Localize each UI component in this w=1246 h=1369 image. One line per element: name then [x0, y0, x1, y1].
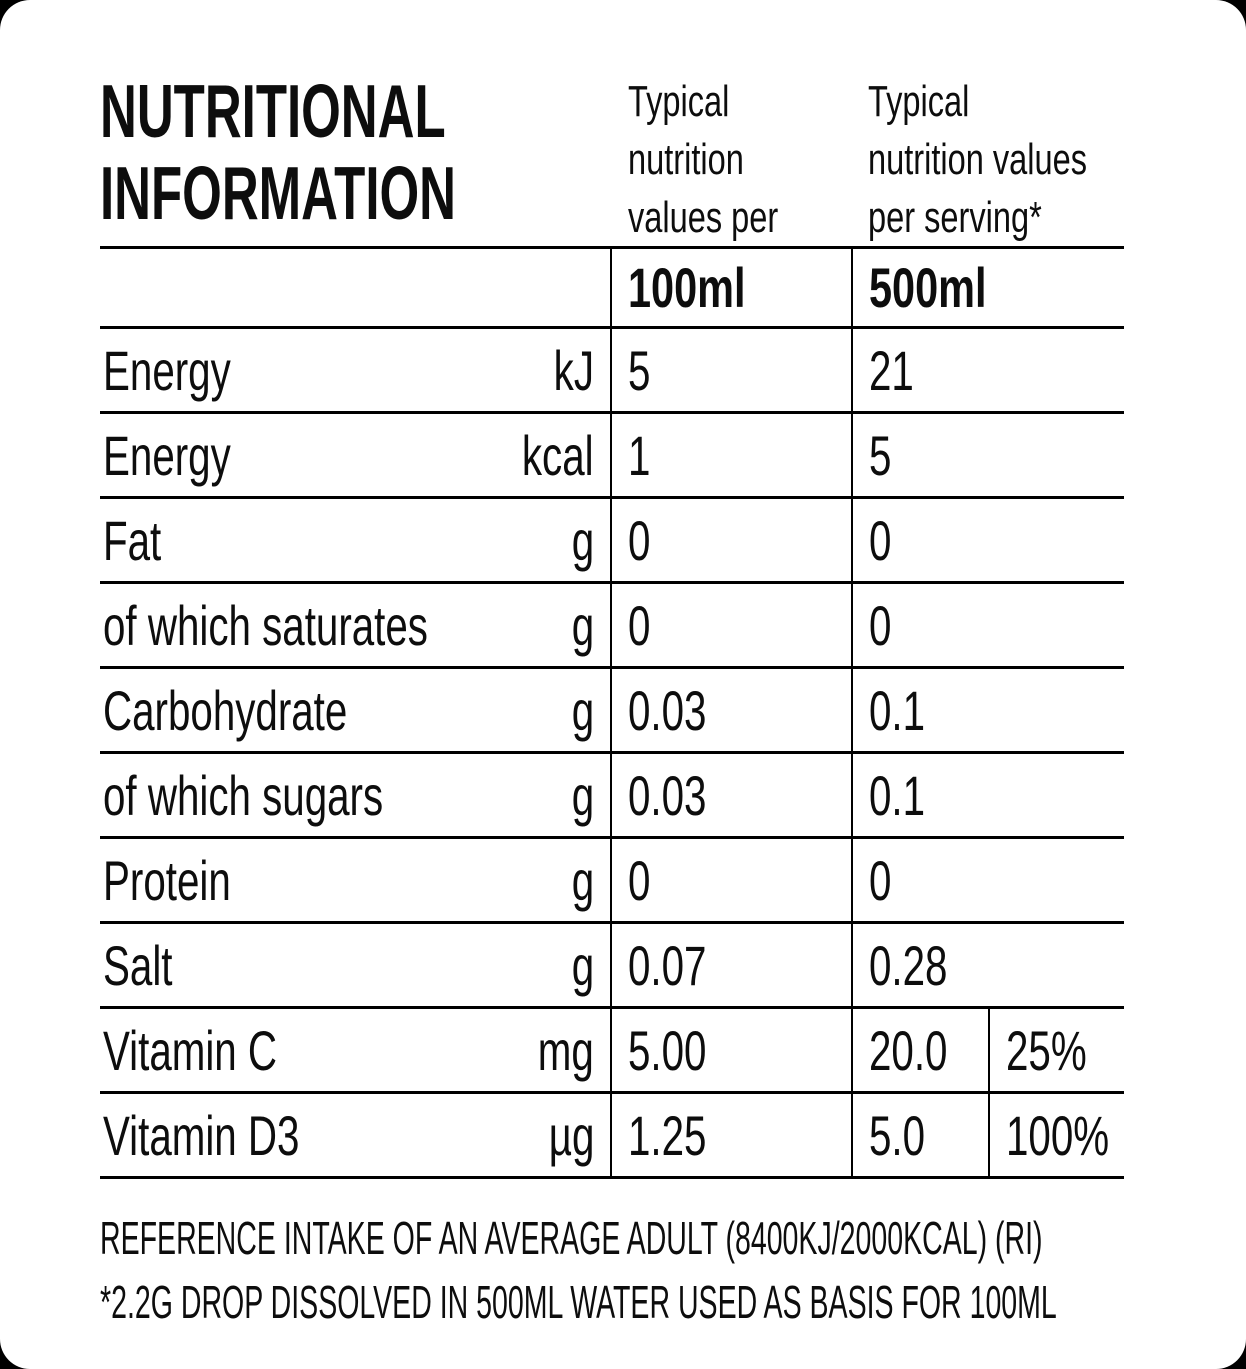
size-header-row: 100ml 500ml: [100, 246, 1124, 326]
cell-500ml: 5.0: [851, 1094, 988, 1176]
value-per-500ml: 0.1: [869, 678, 926, 742]
nutrient-cell: Salt g: [100, 924, 610, 1006]
cell-100ml: 5: [610, 329, 851, 411]
cell-500ml: 0.1: [851, 669, 1124, 751]
cell-500ml: 0.28: [851, 924, 1124, 1006]
value-per-100ml: 0: [628, 848, 651, 912]
value-per-100ml: 0.03: [628, 763, 707, 827]
value-per-100ml: 0.03: [628, 678, 707, 742]
value-per-500ml: 5: [869, 423, 892, 487]
nutrient-cell: Protein g: [100, 839, 610, 921]
size-header-100ml-label: 100ml: [628, 256, 746, 319]
cell-100ml: 1: [610, 414, 851, 496]
size-header-empty-cell: [100, 249, 610, 326]
footnote-reference-intake: REFERENCE INTAKE OF AN AVERAGE ADULT (84…: [100, 1212, 1043, 1264]
cell-500ml: 0: [851, 839, 1124, 921]
nutrient-unit: g: [571, 678, 594, 742]
nutrient-unit: µg: [548, 1103, 594, 1167]
table-row: Fat g 0 0: [100, 496, 1124, 581]
value-per-500ml: 21: [869, 338, 914, 402]
table-row: of which sugars g 0.03 0.1: [100, 751, 1124, 836]
nutrient-label: Salt: [103, 933, 173, 997]
footnote-serving-basis: *2.2G DROP DISSOLVED IN 500ML WATER USED…: [100, 1276, 1057, 1328]
nutrient-unit: g: [571, 593, 594, 657]
value-per-100ml: 5.00: [628, 1018, 707, 1082]
nutrient-cell: Energy kcal: [100, 414, 610, 496]
value-per-500ml: 0: [869, 593, 892, 657]
column-header-per-100ml: Typical nutrition values per: [628, 77, 779, 242]
cell-100ml: 0: [610, 499, 851, 581]
value-per-500ml: 0: [869, 848, 892, 912]
table-row: Vitamin C mg 5.00 20.0 25%: [100, 1006, 1124, 1091]
page-title: NUTRITIONAL INFORMATION: [100, 69, 457, 235]
nutrient-unit: kcal: [522, 423, 594, 487]
table-row: Protein g 0 0: [100, 836, 1124, 921]
nutrient-label: Vitamin C: [103, 1018, 278, 1082]
cell-500ml: 0.1: [851, 754, 1124, 836]
nutrient-label: of which saturates: [103, 593, 428, 657]
nutrient-label: of which sugars: [103, 763, 384, 827]
size-header-500ml-label: 500ml: [869, 256, 987, 319]
nutrition-table: 100ml 500ml Energy kJ 5 21 Energy kcal 1: [100, 246, 1124, 1179]
value-per-500ml: 0.28: [869, 933, 948, 997]
nutrient-unit: g: [571, 848, 594, 912]
column-header-per-serving: Typical nutrition values per serving*: [868, 77, 1088, 242]
value-per-100ml: 5: [628, 338, 651, 402]
cell-500ml: 21: [851, 329, 1124, 411]
cell-100ml: 0.03: [610, 754, 851, 836]
cell-100ml: 0: [610, 584, 851, 666]
ri-percentage: 100%: [1006, 1103, 1110, 1167]
cell-500ml: 0: [851, 499, 1124, 581]
value-per-100ml: 0.07: [628, 933, 707, 997]
nutrient-label: Carbohydrate: [103, 678, 348, 742]
value-per-500ml: 5.0: [869, 1103, 926, 1167]
cell-500ml: 5: [851, 414, 1124, 496]
nutrient-cell: Fat g: [100, 499, 610, 581]
nutrient-unit: kJ: [553, 338, 594, 402]
cell-100ml: 5.00: [610, 1009, 851, 1091]
value-per-100ml: 1: [628, 423, 651, 487]
cell-500ml: 20.0: [851, 1009, 988, 1091]
value-per-500ml: 20.0: [869, 1018, 948, 1082]
cell-500ml: 0: [851, 584, 1124, 666]
cell-100ml: 0.03: [610, 669, 851, 751]
value-per-500ml: 0.1: [869, 763, 926, 827]
footnotes: REFERENCE INTAKE OF AN AVERAGE ADULT (84…: [100, 1206, 1057, 1334]
cell-100ml: 0.07: [610, 924, 851, 1006]
value-per-500ml: 0: [869, 508, 892, 572]
nutrient-unit: g: [571, 763, 594, 827]
nutrient-cell: of which saturates g: [100, 584, 610, 666]
table-row: Salt g 0.07 0.28: [100, 921, 1124, 1006]
size-header-100ml: 100ml: [610, 249, 851, 326]
nutrient-cell: Vitamin C mg: [100, 1009, 610, 1091]
nutrient-label: Energy: [103, 338, 231, 402]
value-per-100ml: 0: [628, 508, 651, 572]
table-row: Energy kJ 5 21: [100, 326, 1124, 411]
nutrient-cell: of which sugars g: [100, 754, 610, 836]
nutrient-label: Energy: [103, 423, 231, 487]
ri-cell: 100%: [988, 1094, 1124, 1176]
nutrient-cell: Vitamin D3 µg: [100, 1094, 610, 1176]
table-row: Carbohydrate g 0.03 0.1: [100, 666, 1124, 751]
nutrient-unit: mg: [537, 1018, 594, 1082]
nutrient-cell: Carbohydrate g: [100, 669, 610, 751]
value-per-100ml: 1.25: [628, 1103, 707, 1167]
size-header-500ml: 500ml: [851, 249, 1124, 326]
table-row: Energy kcal 1 5: [100, 411, 1124, 496]
ri-cell: 25%: [988, 1009, 1124, 1091]
nutrient-label: Vitamin D3: [103, 1103, 300, 1167]
nutrient-label: Protein: [103, 848, 231, 912]
nutrient-unit: g: [571, 933, 594, 997]
nutrient-label: Fat: [103, 508, 162, 572]
nutrient-cell: Energy kJ: [100, 329, 610, 411]
nutrient-unit: g: [571, 508, 594, 572]
cell-100ml: 0: [610, 839, 851, 921]
value-per-100ml: 0: [628, 593, 651, 657]
ri-percentage: 25%: [1006, 1018, 1087, 1082]
table-row: Vitamin D3 µg 1.25 5.0 100%: [100, 1091, 1124, 1176]
table-row: of which saturates g 0 0: [100, 581, 1124, 666]
cell-100ml: 1.25: [610, 1094, 851, 1176]
